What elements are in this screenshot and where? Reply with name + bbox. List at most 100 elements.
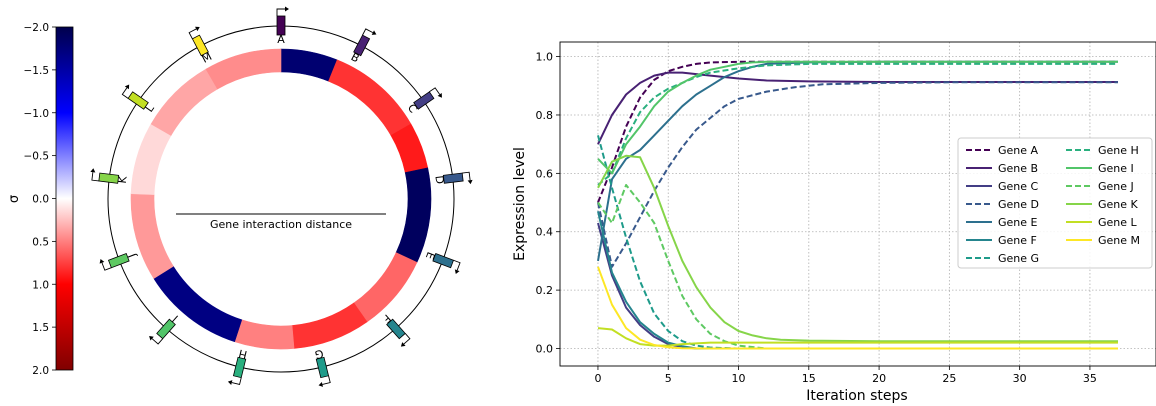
colorbar-tick-label: 0.0 <box>32 194 49 206</box>
promoter-arrowhead <box>371 30 377 35</box>
gene-box <box>191 34 209 57</box>
gene-marker: D <box>432 171 473 185</box>
gene-box <box>442 172 464 184</box>
x-axis-label: Iteration steps <box>806 388 907 404</box>
legend-entry: Gene I <box>1098 162 1134 175</box>
gene-box <box>127 91 149 110</box>
outer-circle <box>107 25 455 373</box>
colorbar-gradient <box>55 26 74 371</box>
promoter-arrowhead <box>124 84 130 90</box>
legend-entry: Gene D <box>998 198 1039 211</box>
gene-label: D <box>432 175 446 185</box>
x-ticks: 0 5 10 15 20 25 30 35 <box>594 366 1097 385</box>
colorbar-tick-label: −1.5 <box>24 65 50 77</box>
promoter-arrow <box>276 8 285 16</box>
promoter-arrow <box>151 338 164 345</box>
gene-box <box>432 252 455 269</box>
colorbar-tick-label: −1.0 <box>24 108 50 120</box>
y-tick-label: 0.0 <box>536 342 554 355</box>
promoter-arrowhead <box>195 26 200 32</box>
series-line-gene-i <box>597 60 1118 175</box>
gene-label: M <box>200 50 214 66</box>
x-tick-label: 20 <box>872 372 886 385</box>
promoter-arrowhead <box>454 269 460 274</box>
gene-box <box>353 34 371 57</box>
line-chart: 0 5 10 15 20 25 30 35 0.0 0.2 0.4 0.6 0.8 1.0 Iterat… <box>512 41 1156 404</box>
gene-box <box>98 172 120 184</box>
gene-box <box>156 318 176 340</box>
ring-segment <box>395 167 432 263</box>
ring-segment <box>205 48 282 90</box>
gene-label: K <box>116 175 130 185</box>
promoter-arrowhead <box>90 168 96 173</box>
gene-label: B <box>349 50 362 65</box>
legend: Gene A Gene B Gene C Gene D Gene E Gene F Gene… <box>957 137 1153 269</box>
promoter-arrow <box>362 28 374 36</box>
legend-entry: Gene C <box>998 180 1039 193</box>
promoter-arrowhead <box>437 92 442 98</box>
gene-label: C <box>405 102 420 116</box>
series-line-gene-d <box>597 81 1118 268</box>
promoter-arrowhead <box>467 179 473 185</box>
series-line-gene-m <box>597 266 1118 350</box>
circular-gene-diagram: A B C D E F G H I J K L M Gene interaction distance <box>90 6 473 387</box>
gene-marker: C <box>405 87 442 116</box>
y-ticks: 0.0 0.2 0.4 0.6 0.8 1.0 <box>536 51 560 355</box>
ring-segment <box>130 123 172 195</box>
legend-entry: Gene F <box>998 234 1037 247</box>
gene-marker: A <box>276 6 289 46</box>
legend-entry: Gene M <box>1098 234 1140 247</box>
promoter-arrow <box>231 377 242 386</box>
x-tick-label: 15 <box>802 372 816 385</box>
gene-box <box>232 356 247 379</box>
promoter-arrowhead <box>318 382 324 387</box>
promoter-arrow <box>101 262 112 271</box>
promoter-arrowhead <box>149 336 154 341</box>
colorbar-tick-label: 1.0 <box>32 279 49 291</box>
gene-label: L <box>143 102 158 115</box>
center-label: Gene interaction distance <box>210 218 352 231</box>
colorbar-ticks: −2.0 −1.5 −1.0 −0.5 0.0 0.5 1.0 1.5 2.0 <box>24 22 56 377</box>
promoter-arrow <box>188 28 197 40</box>
colorbar-tick-label: 0.5 <box>32 236 49 248</box>
colorbar-tick-label: −2.0 <box>24 22 50 34</box>
legend-entry: Gene K <box>1098 198 1139 211</box>
x-tick-label: 5 <box>665 372 672 385</box>
gene-label: H <box>237 347 248 362</box>
series-line-gene-a <box>597 60 1118 203</box>
series-line-gene-e <box>597 60 1118 262</box>
series-lines <box>597 60 1118 350</box>
series-line-gene-b <box>597 71 1118 145</box>
ring-segment <box>328 59 412 136</box>
interaction-ring <box>130 48 432 350</box>
colorbar-tick-label: −0.5 <box>24 151 50 163</box>
promoter-arrow <box>121 87 129 99</box>
x-tick-label: 30 <box>1013 372 1027 385</box>
legend-frame <box>957 137 1153 269</box>
promoter-arrowhead <box>285 6 289 12</box>
gene-marker: G <box>313 347 331 387</box>
x-tick-label: 10 <box>732 372 746 385</box>
legend-entry: Gene J <box>1098 180 1134 193</box>
gene-box <box>276 15 286 36</box>
promoter-arrow <box>462 171 471 181</box>
ring-segment <box>291 302 368 349</box>
y-tick-label: 1.0 <box>536 51 554 64</box>
colorbar-label: σ <box>7 195 22 203</box>
promoter-arrowhead <box>99 258 105 264</box>
gene-marker: K <box>90 168 130 185</box>
gene-marker: I <box>149 313 181 345</box>
legend-entry: Gene E <box>998 216 1038 229</box>
ring-segment <box>130 193 174 279</box>
gene-label: I <box>170 313 181 325</box>
legend-entry: Gene L <box>1098 216 1138 229</box>
gene-box <box>386 318 406 340</box>
gene-label: E <box>423 250 438 261</box>
gene-box <box>107 252 130 269</box>
ring-segment <box>150 68 218 136</box>
legend-entry: Gene G <box>998 252 1039 265</box>
x-tick-label: 0 <box>594 372 601 385</box>
ring-segment <box>280 48 338 82</box>
promoter-arrowhead <box>400 342 406 347</box>
